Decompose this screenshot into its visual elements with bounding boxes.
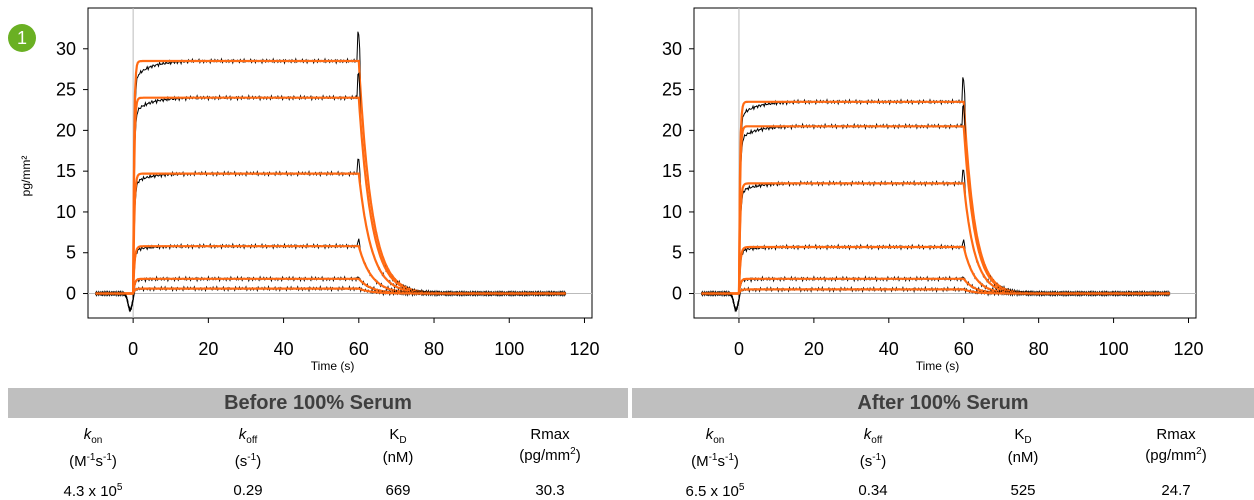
y-tick-label: 0 [672, 284, 682, 304]
y-tick-label: 5 [66, 243, 76, 263]
fit-curve [701, 288, 1170, 295]
fit-curve [95, 96, 566, 295]
y-tick-label: 5 [672, 243, 682, 263]
rmax-header-after: Rmax (pg/mm2) [1145, 426, 1207, 464]
chart-panel-2: 0 5 10 15 20 25 30 0 20 40 60 80 100 120 Time (s) [662, 7, 1204, 373]
fit-curve [701, 182, 1170, 295]
after-koff-value: 0.34 [858, 482, 888, 499]
fit-curve [95, 287, 566, 295]
plot-frame [87, 7, 593, 319]
x-tick-label: 120 [1173, 339, 1203, 359]
after-kon-value: 6.5 x 105 [685, 482, 745, 500]
before-kon-value: 4.3 x 105 [63, 482, 123, 500]
y-tick-label: 15 [662, 161, 682, 181]
y-tick-label: 30 [56, 39, 76, 59]
rmax-header: Rmax (pg/mm2) [519, 426, 581, 464]
x-tick-label: 60 [954, 339, 974, 359]
kon-header: kon (M-1s-1) [69, 426, 117, 470]
fit-curve [701, 125, 1170, 295]
y-tick-label: 30 [662, 39, 682, 59]
x-tick-label: 0 [128, 339, 138, 359]
fit-curve [701, 245, 1170, 295]
y-tick-label: 20 [662, 120, 682, 140]
kd-header: KD (nM) [382, 426, 414, 466]
before-rmax-value: 30.3 [535, 482, 565, 499]
fit-curve [95, 245, 566, 295]
y-tick-label: 25 [56, 80, 76, 100]
y-tick-label: 20 [56, 120, 76, 140]
x-tick-label: 60 [349, 339, 369, 359]
data-trace [701, 77, 1171, 313]
x-tick-label: 120 [569, 339, 599, 359]
y-tick-label: 10 [662, 202, 682, 222]
x-axis-label: Time (s) [311, 359, 355, 373]
before-kd-value: 669 [385, 482, 411, 499]
before-header: Before 100% Serum [8, 388, 628, 418]
data-trace [95, 31, 567, 313]
x-axis-label: Time (s) [916, 359, 960, 373]
x-tick-label: 40 [879, 339, 899, 359]
x-tick-label: 20 [198, 339, 218, 359]
after-kd-value: 525 [1010, 482, 1036, 499]
plot-frame [693, 7, 1197, 319]
after-rmax-value: 24.7 [1161, 482, 1191, 499]
y-axis-label: pg/mm² [19, 155, 33, 197]
x-tick-label: 40 [274, 339, 294, 359]
after-header: After 100% Serum [632, 388, 1254, 418]
data-trace [95, 72, 566, 313]
y-tick-label: 10 [56, 202, 76, 222]
data-trace [95, 284, 567, 311]
data-trace [95, 238, 567, 312]
x-tick-label: 0 [734, 339, 744, 359]
fit-curve [95, 172, 566, 295]
kd-header-after: KD (nM) [1007, 426, 1039, 466]
x-tick-label: 80 [424, 339, 444, 359]
x-tick-label: 80 [1029, 339, 1049, 359]
y-tick-label: 25 [662, 80, 682, 100]
x-tick-label: 20 [804, 339, 824, 359]
fit-curve [701, 100, 1170, 295]
y-tick-label: 15 [56, 161, 76, 181]
before-koff-value: 0.29 [233, 482, 263, 499]
data-trace [701, 239, 1171, 312]
kon-header-after: kon (M-1s-1) [691, 426, 739, 470]
koff-header: koff (s-1) [234, 426, 262, 470]
panel-number-badge: 1 [8, 24, 36, 52]
fit-curve [95, 59, 566, 295]
koff-header-after: koff (s-1) [859, 426, 887, 470]
x-tick-label: 100 [1099, 339, 1129, 359]
chart-panel-1: 0 5 10 15 20 25 30 0 20 40 60 80 100 120 Time (s) [56, 7, 600, 373]
x-tick-label: 100 [494, 339, 524, 359]
charts-area: 0 5 10 15 20 25 30 0 20 40 60 80 100 120 Time (s) 0 5 10 1… [56, 7, 1204, 373]
y-tick-label: 0 [66, 284, 76, 304]
